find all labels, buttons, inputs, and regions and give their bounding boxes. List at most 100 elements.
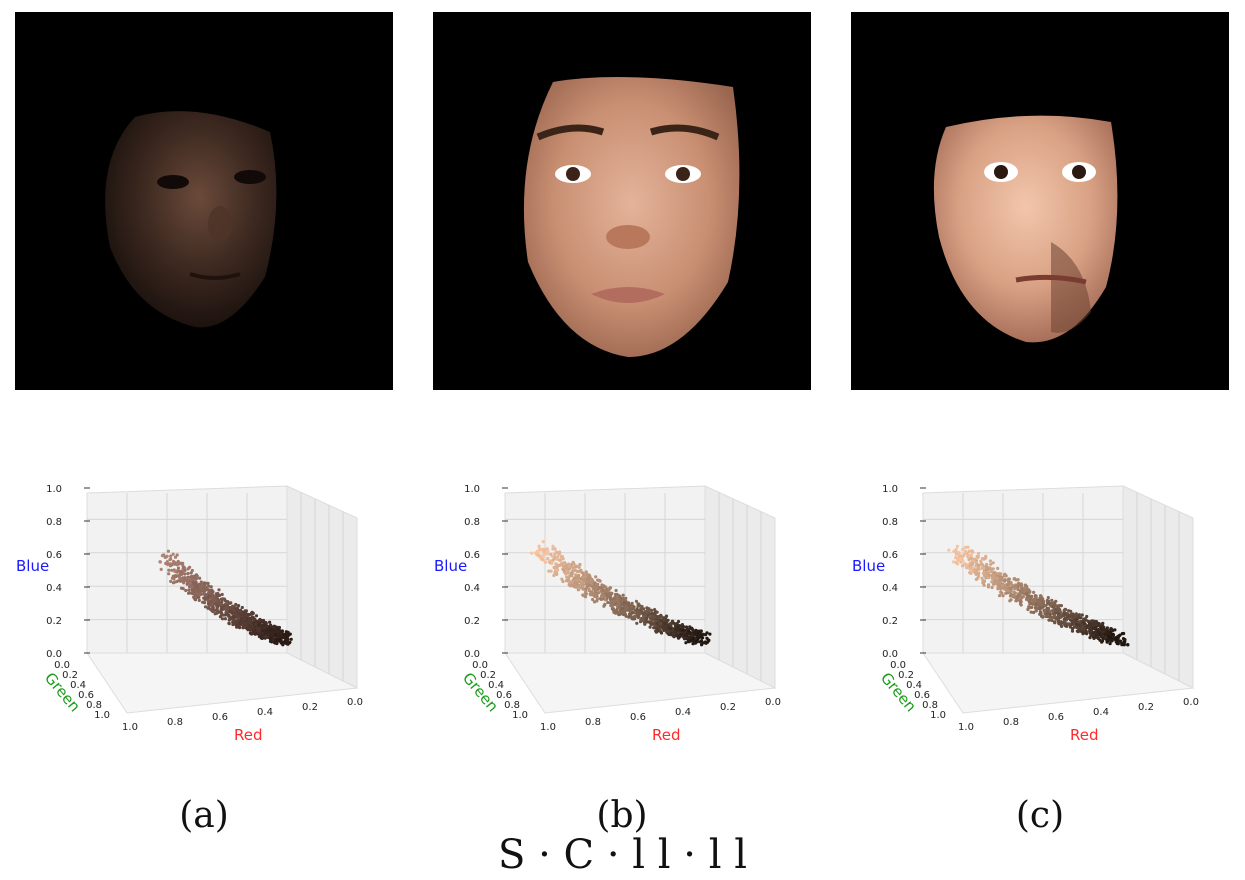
red-axis-label: Red bbox=[1070, 726, 1099, 744]
scatter-svg: 0.00.20.40.60.81.00.00.20.40.60.81.01.0 0… bbox=[852, 484, 1199, 744]
color-point bbox=[202, 588, 206, 592]
color-point bbox=[1098, 638, 1102, 642]
color-point bbox=[564, 569, 568, 573]
color-point bbox=[1014, 599, 1018, 603]
color-point bbox=[1037, 600, 1042, 604]
red-axis-label: Red bbox=[652, 726, 681, 744]
color-point bbox=[220, 592, 224, 597]
color-point bbox=[686, 639, 690, 644]
color-point bbox=[570, 574, 574, 578]
color-point bbox=[1088, 636, 1092, 640]
face-image-lit bbox=[523, 77, 740, 357]
color-point bbox=[661, 626, 665, 630]
color-point bbox=[947, 548, 951, 552]
color-point bbox=[604, 585, 608, 589]
color-point bbox=[581, 584, 585, 588]
color-point bbox=[268, 637, 273, 641]
color-point bbox=[191, 581, 195, 585]
color-point bbox=[977, 571, 981, 575]
green-tick-label: 0.6 bbox=[496, 690, 512, 701]
color-point bbox=[635, 607, 639, 611]
z-tick-label: 0.0 bbox=[46, 649, 62, 660]
color-point bbox=[1079, 616, 1083, 620]
color-point bbox=[606, 600, 610, 605]
color-point bbox=[593, 592, 597, 596]
color-point bbox=[227, 621, 231, 625]
color-point bbox=[967, 549, 971, 553]
color-point bbox=[577, 565, 581, 569]
color-point bbox=[1089, 629, 1093, 633]
color-point bbox=[576, 584, 580, 588]
color-point bbox=[662, 617, 666, 621]
color-point bbox=[652, 626, 656, 630]
color-point bbox=[648, 625, 652, 629]
color-point bbox=[536, 549, 540, 553]
color-point bbox=[1094, 620, 1099, 624]
color-point bbox=[952, 549, 956, 553]
color-point bbox=[600, 583, 604, 587]
color-point bbox=[1003, 579, 1007, 583]
z-tick-label: 0.4 bbox=[882, 583, 898, 594]
color-point bbox=[1110, 632, 1115, 636]
color-point bbox=[178, 569, 182, 573]
color-point bbox=[685, 627, 689, 631]
color-point bbox=[1031, 598, 1035, 602]
color-point bbox=[169, 554, 173, 558]
color-point bbox=[211, 609, 215, 613]
red-tick-label: 0.4 bbox=[257, 707, 273, 718]
color-point bbox=[198, 576, 202, 580]
color-point bbox=[561, 579, 565, 584]
color-point bbox=[215, 601, 219, 605]
color-point bbox=[1066, 614, 1070, 618]
color-point bbox=[204, 597, 208, 601]
color-point bbox=[275, 641, 279, 646]
color-point bbox=[193, 590, 197, 594]
color-point bbox=[170, 568, 174, 572]
z-tick-label: 1.0 bbox=[464, 484, 480, 495]
color-point bbox=[189, 577, 193, 581]
color-point bbox=[554, 568, 558, 572]
color-point bbox=[543, 559, 547, 563]
color-point bbox=[992, 574, 996, 579]
color-point bbox=[560, 577, 564, 581]
color-point bbox=[627, 615, 631, 619]
color-point bbox=[974, 564, 978, 568]
z-tick-label: 0.8 bbox=[882, 517, 898, 528]
color-point bbox=[623, 613, 628, 617]
color-point bbox=[237, 604, 241, 608]
floor-pane bbox=[86, 652, 359, 714]
color-point bbox=[595, 584, 599, 588]
color-point bbox=[639, 605, 643, 609]
color-point bbox=[1028, 594, 1032, 598]
green-tick-label: 0.8 bbox=[922, 700, 938, 711]
color-point bbox=[998, 594, 1002, 598]
color-point bbox=[547, 569, 551, 573]
color-point bbox=[1067, 622, 1071, 626]
green-tick-label: 0.2 bbox=[898, 670, 914, 681]
color-point bbox=[223, 617, 227, 621]
color-point bbox=[639, 608, 643, 612]
color-point bbox=[1088, 626, 1092, 630]
color-point bbox=[579, 568, 583, 572]
color-point bbox=[677, 624, 681, 628]
color-point bbox=[673, 623, 677, 627]
color-point bbox=[566, 571, 571, 575]
color-point bbox=[1062, 608, 1066, 612]
color-point bbox=[974, 572, 978, 576]
color-point bbox=[1052, 613, 1056, 618]
color-point bbox=[1083, 617, 1087, 621]
color-point bbox=[541, 555, 545, 559]
color-point bbox=[224, 602, 228, 606]
green-tick-label: 0.8 bbox=[504, 700, 520, 711]
color-point bbox=[686, 637, 690, 641]
caption-b: (b) bbox=[596, 795, 648, 836]
color-point bbox=[1062, 622, 1066, 626]
color-point bbox=[582, 578, 586, 583]
color-point bbox=[1008, 594, 1013, 598]
color-point bbox=[1018, 590, 1022, 594]
color-point bbox=[265, 631, 269, 635]
color-point bbox=[286, 642, 290, 646]
color-point bbox=[986, 585, 990, 589]
color-point bbox=[627, 612, 632, 616]
color-point bbox=[1104, 635, 1108, 639]
